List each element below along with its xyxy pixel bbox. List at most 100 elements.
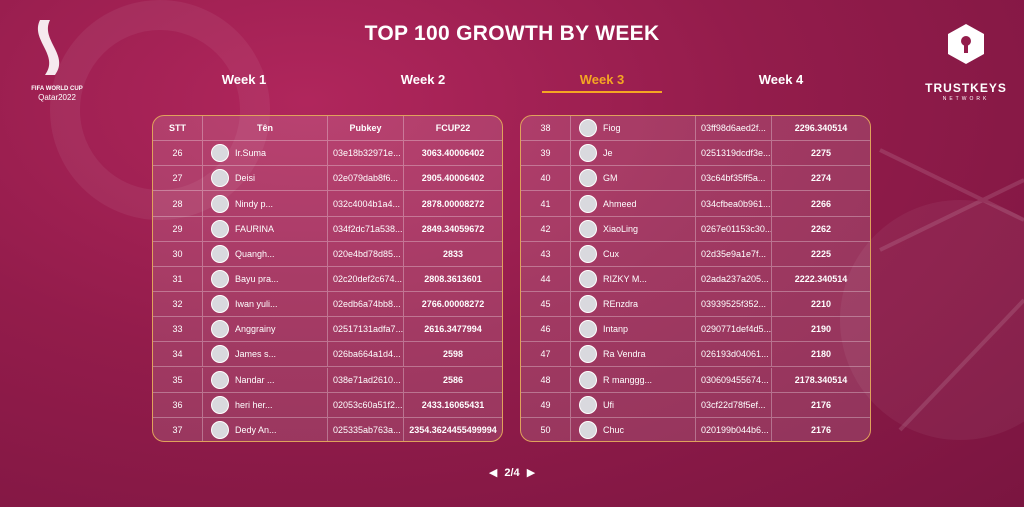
prev-page[interactable]: ◀ <box>488 467 498 479</box>
user-name: Iwan yuli... <box>235 299 278 310</box>
header-cell: Pubkey <box>328 116 404 141</box>
pubkey-cell: 02c20def2c674... <box>328 266 404 292</box>
table-row: 39 Je 0251319dcdf3e... 2275 <box>521 141 870 167</box>
score-cell: 3063.40006402 <box>421 148 485 159</box>
avatar <box>211 395 229 414</box>
name-cell: heri her... <box>203 392 328 417</box>
table-row: 33 Anggrainy 02517131adfa7... 2616.3477994 <box>153 317 502 343</box>
user-name: Ahmeed <box>603 198 637 209</box>
user-name: Intanp <box>603 324 629 335</box>
pubkey-cell: 02517131adfa7... <box>328 317 404 342</box>
rank-cell: 44 <box>521 266 571 292</box>
week-tab[interactable]: Week 3 <box>542 72 662 93</box>
rank-cell: 50 <box>521 417 571 441</box>
name-cell: Nandar ... <box>203 367 328 392</box>
score-cell: 2178.340514 <box>794 374 848 385</box>
pubkey-cell: 020e4bd78d85... <box>328 241 404 266</box>
pubkey-cell: 0290771def4d5... <box>696 317 772 342</box>
rank-cell: 38 <box>521 116 571 141</box>
avatar <box>579 169 597 188</box>
brand-sub: NETWORK <box>942 96 990 102</box>
table-row: 50 Chuc 020199b044b6... 2176 <box>521 417 870 441</box>
table-row: 28 Nindy p... 032c4004b1a4... 2878.00008272 <box>153 191 502 217</box>
pubkey-cell: 03c64bf35ff5a... <box>696 166 772 191</box>
user-name: Je <box>603 148 613 159</box>
avatar <box>211 295 229 314</box>
avatar <box>211 370 229 389</box>
user-name: James s... <box>235 349 277 360</box>
name-cell: Iwan yuli... <box>203 292 328 317</box>
name-cell: Deisi <box>203 166 328 191</box>
user-name: Cux <box>603 248 620 259</box>
avatar <box>579 345 597 364</box>
avatar <box>211 144 229 163</box>
avatar <box>211 320 229 339</box>
pubkey-cell: 038e71ad2610... <box>328 367 404 392</box>
avatar <box>211 244 229 263</box>
score-cell: 2275 <box>810 148 832 159</box>
page-indicator: 2/4 <box>504 467 520 479</box>
name-cell: Quangh... <box>203 241 328 266</box>
pubkey-cell: 030609455674... <box>696 367 772 392</box>
user-name: Fiog <box>603 123 621 134</box>
score-cell: 2905.40006402 <box>421 173 485 184</box>
user-name: Quangh... <box>235 248 275 259</box>
week-tab[interactable]: Week 2 <box>400 72 446 87</box>
score-cell: 2210 <box>810 299 832 310</box>
rank-cell: 39 <box>521 141 571 166</box>
user-name: Dedy An... <box>235 425 277 436</box>
user-name: Ufi <box>603 399 614 410</box>
name-cell: Fiog <box>571 116 696 141</box>
name-cell: XiaoLing <box>571 216 696 241</box>
name-cell: GM <box>571 166 696 191</box>
score-cell: 2598 <box>442 349 464 360</box>
table-right: 38 Fiog 03ff98d6aed2f... 2296.340514 39 Je 025… <box>520 115 871 442</box>
rank-cell: 28 <box>153 191 203 216</box>
score-cell: 2354.3624455499994 <box>409 425 497 436</box>
table-row: 46 Intanp 0290771def4d5... 2190 <box>521 317 870 343</box>
score-cell: 2849.34059672 <box>421 223 485 234</box>
name-cell: Anggrainy <box>203 317 328 342</box>
name-cell: Ufi <box>571 392 696 417</box>
next-page[interactable]: ▶ <box>526 467 536 479</box>
pubkey-cell: 03ff98d6aed2f... <box>696 116 772 141</box>
avatar <box>211 269 229 288</box>
table-row: 42 XiaoLing 0267e01153c30... 2262 <box>521 216 870 242</box>
pubkey-cell: 0267e01153c30... <box>696 216 772 241</box>
table-row: 38 Fiog 03ff98d6aed2f... 2296.340514 <box>521 116 870 142</box>
rank-cell: 31 <box>153 266 203 292</box>
rank-cell: 40 <box>521 166 571 191</box>
user-name: GM <box>603 173 618 184</box>
score-cell: 2225 <box>810 248 832 259</box>
rank-cell: 36 <box>153 392 203 417</box>
name-cell: RIZKY M... <box>571 266 696 292</box>
pubkey-cell: 03cf22d78f5ef... <box>696 392 772 417</box>
table-row: 43 Cux 02d35e9a1e7f... 2225 <box>521 241 870 267</box>
user-name: Deisi <box>235 173 256 184</box>
score-cell: 2296.340514 <box>794 123 848 134</box>
rank-cell: 34 <box>153 342 203 367</box>
name-cell: Dedy An... <box>203 417 328 441</box>
user-name: Anggrainy <box>235 324 276 335</box>
score-cell: 2878.00008272 <box>421 198 485 209</box>
table-row: 32 Iwan yuli... 02edb6a74bb8... 2766.000082… <box>153 292 502 318</box>
name-cell: Ir.Suma <box>203 141 328 166</box>
avatar <box>211 194 229 213</box>
pubkey-cell: 03939525f352... <box>696 292 772 317</box>
week-tab[interactable]: Week 4 <box>758 72 804 87</box>
avatar <box>211 169 229 188</box>
score-cell: 2190 <box>810 324 832 335</box>
week-tab[interactable]: Week 1 <box>221 72 267 87</box>
user-name: R manggg... <box>603 374 653 385</box>
table-row: 34 James s... 026ba664a1d4... 2598 <box>153 342 502 368</box>
rank-cell: 30 <box>153 241 203 266</box>
name-cell: Nindy p... <box>203 191 328 216</box>
name-cell: R manggg... <box>571 367 696 392</box>
rank-cell: 41 <box>521 191 571 216</box>
score-cell: 2266 <box>810 198 832 209</box>
header-cell: STT <box>153 116 203 141</box>
avatar <box>579 119 597 138</box>
pubkey-cell: 03e18b32971e... <box>328 141 404 166</box>
table-row: 29 FAURINA 034f2dc71a538... 2849.34059672 <box>153 216 502 242</box>
